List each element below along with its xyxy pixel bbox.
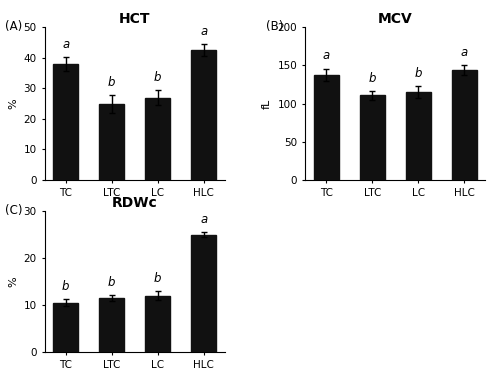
Text: a: a [322, 49, 330, 63]
Bar [53, 303, 78, 352]
Title: RDWc: RDWc [112, 196, 158, 210]
Text: b: b [154, 71, 162, 84]
Text: b: b [414, 67, 422, 81]
Bar [99, 104, 124, 180]
Text: a: a [200, 213, 207, 226]
Y-axis label: fL: fL [262, 99, 272, 109]
Text: b: b [108, 76, 116, 89]
Title: HCT: HCT [119, 12, 150, 26]
Text: a: a [62, 38, 70, 51]
Bar [53, 64, 78, 180]
Bar [191, 50, 216, 180]
Y-axis label: %: % [8, 276, 18, 287]
Text: (C): (C) [6, 204, 23, 217]
Bar [99, 298, 124, 352]
Bar [145, 296, 171, 352]
Bar [360, 95, 385, 180]
Bar [314, 75, 339, 180]
Text: (A): (A) [6, 20, 22, 33]
Bar [145, 97, 171, 180]
Y-axis label: %: % [8, 98, 18, 109]
Bar [191, 235, 216, 352]
Text: b: b [62, 280, 70, 293]
Title: MCV: MCV [378, 12, 412, 26]
Text: b: b [368, 72, 376, 84]
Text: a: a [460, 46, 468, 59]
Text: b: b [154, 272, 162, 285]
Bar [452, 70, 477, 180]
Text: b: b [108, 276, 116, 289]
Text: a: a [200, 25, 207, 38]
Bar [406, 92, 431, 180]
Text: (B): (B) [266, 20, 283, 33]
